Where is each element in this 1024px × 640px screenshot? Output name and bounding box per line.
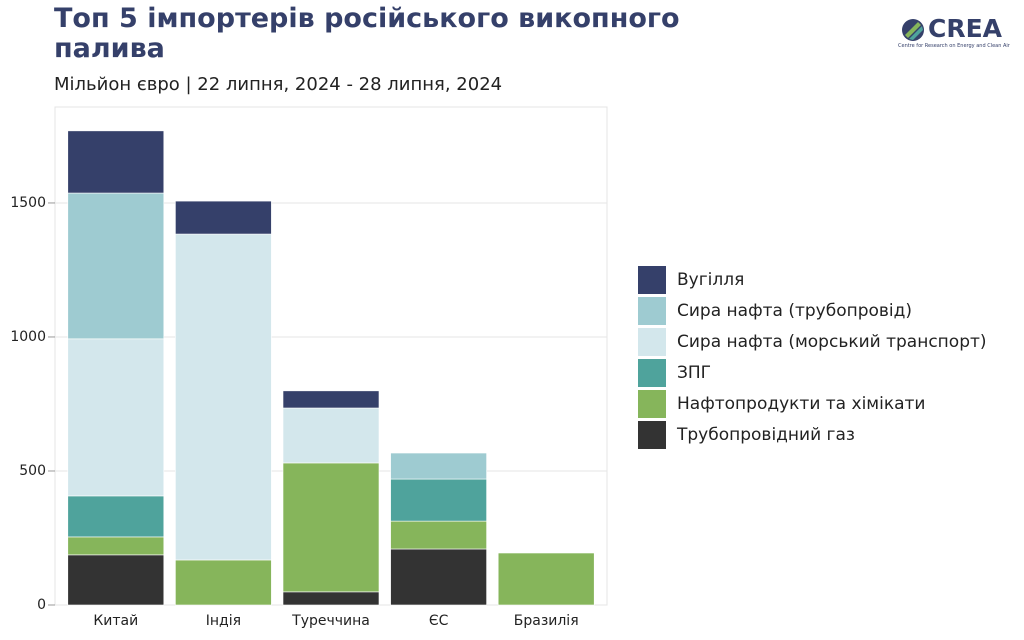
logo-subtitle: Centre for Research on Energy and Clean … bbox=[898, 43, 1010, 49]
legend-swatch bbox=[638, 421, 666, 449]
legend-swatch bbox=[638, 359, 666, 387]
bar-segment bbox=[67, 192, 165, 340]
bar-segment bbox=[282, 591, 380, 606]
logo-text: CREA bbox=[928, 14, 1003, 43]
legend-label: Сира нафта (морський транспорт) bbox=[677, 332, 987, 352]
x-tick-label: Китай bbox=[93, 613, 138, 629]
x-tick-label: ЄС bbox=[429, 613, 449, 629]
bar-segment bbox=[497, 552, 595, 606]
bar-segment bbox=[67, 495, 165, 538]
bar-segment bbox=[282, 462, 380, 593]
bar-segment bbox=[390, 478, 487, 522]
logo: CREA Centre for Research on Energy and C… bbox=[898, 14, 1010, 49]
legend-label: Нафтопродукти та хімікати bbox=[677, 394, 925, 414]
bar-segment bbox=[390, 520, 487, 550]
y-tick-label: 0 bbox=[37, 597, 46, 613]
bar-segment bbox=[175, 559, 272, 606]
legend-label: Сира нафта (трубопровід) bbox=[677, 301, 912, 321]
legend-label: Вугілля bbox=[677, 270, 744, 290]
y-tick-label: 500 bbox=[19, 463, 46, 479]
bar-segment bbox=[175, 200, 272, 235]
bar-segment bbox=[390, 452, 487, 480]
legend-label: Трубопровідний газ bbox=[676, 425, 855, 445]
legend-label: ЗПГ bbox=[677, 363, 711, 383]
bar-segment bbox=[67, 130, 165, 194]
legend-swatch bbox=[638, 297, 666, 325]
bar-segment bbox=[67, 536, 165, 556]
x-tick-label: Індія bbox=[206, 613, 241, 629]
bar-segment bbox=[282, 390, 380, 409]
bar-segment bbox=[67, 554, 165, 606]
x-tick-label: Бразилія bbox=[514, 613, 579, 629]
bar-segment bbox=[390, 548, 487, 606]
bar-segment bbox=[175, 233, 272, 561]
legend-swatch bbox=[638, 390, 666, 418]
x-tick-label: Туреччина bbox=[291, 613, 370, 629]
chart-subtitle: Мільйон євро | 22 липня, 2024 - 28 липня… bbox=[54, 74, 503, 95]
chart-title: Топ 5 імпортерів російського викопного п… bbox=[54, 3, 680, 64]
y-tick-label: 1500 bbox=[10, 195, 46, 211]
bar-segment bbox=[67, 338, 165, 497]
legend-swatch bbox=[638, 328, 666, 356]
bar-segment bbox=[282, 407, 380, 464]
y-tick-label: 1000 bbox=[10, 329, 46, 345]
logo-icon bbox=[902, 19, 924, 41]
legend-swatch bbox=[638, 266, 666, 294]
